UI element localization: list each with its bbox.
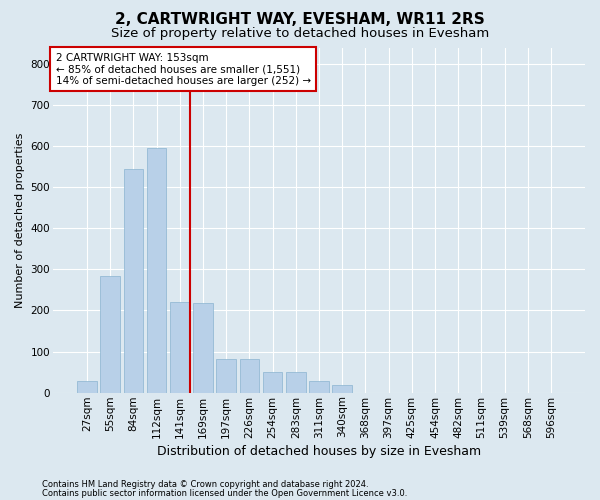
Bar: [77, 381, 97, 392]
Text: Contains public sector information licensed under the Open Government Licence v3: Contains public sector information licen…: [42, 488, 407, 498]
Bar: [309, 381, 329, 392]
Text: Size of property relative to detached houses in Evesham: Size of property relative to detached ho…: [111, 28, 489, 40]
Text: 2 CARTWRIGHT WAY: 153sqm
← 85% of detached houses are smaller (1,551)
14% of sem: 2 CARTWRIGHT WAY: 153sqm ← 85% of detach…: [56, 52, 311, 86]
Bar: [286, 372, 305, 392]
Text: 2, CARTWRIGHT WAY, EVESHAM, WR11 2RS: 2, CARTWRIGHT WAY, EVESHAM, WR11 2RS: [115, 12, 485, 28]
Bar: [239, 359, 259, 392]
Y-axis label: Number of detached properties: Number of detached properties: [15, 132, 25, 308]
Bar: [193, 303, 213, 392]
Bar: [100, 276, 120, 392]
Bar: [170, 302, 190, 392]
Bar: [263, 372, 283, 392]
Bar: [332, 386, 352, 392]
Bar: [124, 168, 143, 392]
Bar: [147, 148, 166, 392]
Bar: [217, 359, 236, 392]
X-axis label: Distribution of detached houses by size in Evesham: Distribution of detached houses by size …: [157, 444, 481, 458]
Text: Contains HM Land Registry data © Crown copyright and database right 2024.: Contains HM Land Registry data © Crown c…: [42, 480, 368, 489]
